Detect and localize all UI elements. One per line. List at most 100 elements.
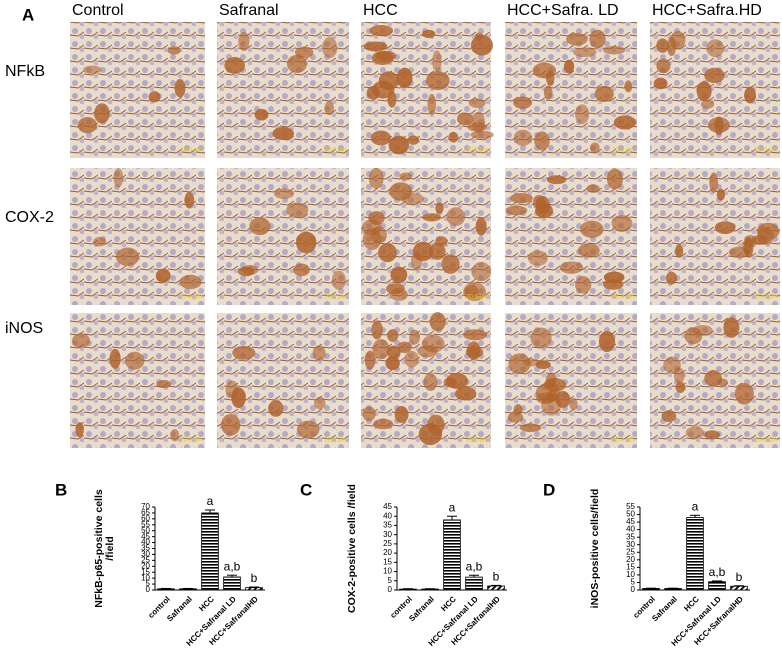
- stained-cell: [673, 367, 685, 384]
- stained-cell: [454, 386, 477, 401]
- y-tick-label: 15: [626, 562, 635, 571]
- scale-bar-label: 20.0 μm: [324, 295, 346, 301]
- stained-cell: [580, 220, 604, 238]
- stained-cell: [606, 168, 623, 190]
- significance-label: a: [692, 499, 699, 513]
- stained-cell: [378, 71, 399, 91]
- stained-cell: [425, 71, 450, 91]
- stained-cell: [364, 350, 376, 370]
- y-tick-label: 15: [383, 557, 392, 566]
- y-tick-label: 5: [388, 576, 393, 585]
- stained-cell: [387, 329, 399, 342]
- stained-cell: [577, 243, 600, 258]
- y-tick-label: 5: [146, 579, 151, 588]
- stained-cell: [744, 86, 756, 104]
- bar: [686, 517, 704, 591]
- stained-cell: [696, 81, 712, 101]
- y-axis-label: /field: [104, 536, 116, 561]
- y-tick-label: 30: [626, 540, 635, 549]
- y-tick-label: 25: [141, 555, 150, 564]
- stained-cell: [389, 182, 413, 201]
- row-label: NFkB: [5, 63, 45, 80]
- stained-cell: [363, 41, 388, 52]
- y-tick-label: 50: [141, 526, 150, 535]
- stained-cell: [148, 91, 161, 103]
- scale-bar-label: 20.0 μm: [612, 148, 634, 154]
- y-tick-label: 40: [383, 511, 392, 520]
- column-label: Safranal: [219, 2, 279, 19]
- stained-cell: [155, 268, 171, 283]
- stained-cell: [513, 129, 533, 146]
- y-tick-label: 40: [626, 525, 635, 534]
- stained-cell: [575, 276, 592, 294]
- stained-cell: [704, 430, 720, 440]
- stained-cell: [589, 29, 606, 49]
- stained-cell: [417, 345, 439, 358]
- stained-cell: [390, 266, 408, 283]
- stained-cell: [412, 241, 434, 262]
- stained-cell: [109, 348, 121, 369]
- stained-cell: [474, 32, 484, 41]
- y-tick-label: 30: [141, 550, 150, 559]
- stained-cell: [115, 247, 140, 267]
- bar: [223, 576, 241, 591]
- scale-bar-label: 20.0 μm: [324, 148, 346, 154]
- significance-label: a,b: [466, 559, 483, 573]
- stained-cell: [509, 192, 533, 204]
- stained-cell: [448, 131, 459, 143]
- stained-cell: [397, 341, 412, 353]
- y-tick-label: 10: [141, 573, 150, 582]
- stained-cell: [653, 77, 668, 90]
- stained-cell: [394, 405, 409, 423]
- stained-cell: [611, 215, 633, 232]
- stained-cell: [443, 377, 457, 388]
- stained-cell: [409, 329, 421, 345]
- stained-cell: [656, 38, 669, 53]
- bar: [421, 588, 439, 591]
- scale-bar-label: 20.0 μm: [180, 438, 202, 444]
- stained-cell: [709, 172, 719, 193]
- scale-bar-label: 20.0 μm: [755, 148, 777, 154]
- stained-cell: [543, 85, 553, 100]
- y-tick-label: 25: [383, 539, 392, 548]
- y-tick-label: 20: [383, 548, 392, 557]
- stained-cell: [446, 207, 466, 227]
- stained-cell: [429, 243, 446, 260]
- stained-cell: [435, 236, 448, 247]
- stained-cell: [566, 32, 588, 46]
- y-tick-label: 0: [146, 585, 151, 594]
- bar: [664, 588, 682, 591]
- significance-label: b: [736, 570, 743, 584]
- stained-cell: [427, 93, 437, 115]
- stained-cell: [238, 32, 250, 51]
- stained-cell: [170, 428, 180, 442]
- stained-cell: [598, 330, 616, 353]
- y-tick-label: 70: [141, 502, 150, 511]
- stained-cell: [324, 100, 335, 116]
- stained-cell: [372, 338, 390, 360]
- stained-cell: [113, 168, 124, 188]
- panel-label: A: [22, 5, 34, 24]
- stained-cell: [589, 142, 600, 154]
- stained-cell: [124, 351, 145, 370]
- stained-cell: [546, 175, 567, 185]
- stained-cell: [423, 373, 438, 391]
- stained-cell: [286, 54, 307, 73]
- stained-cell: [603, 271, 625, 283]
- stained-cell: [505, 205, 528, 216]
- y-tick-label: 45: [141, 532, 150, 541]
- stained-cell: [77, 116, 98, 134]
- bar: [642, 588, 660, 591]
- y-tick-label: 45: [626, 517, 635, 526]
- stained-cell: [241, 264, 259, 275]
- stained-cell: [569, 397, 578, 411]
- stained-cell: [470, 35, 493, 56]
- stained-cell: [221, 413, 241, 436]
- y-tick-label: 30: [383, 530, 392, 539]
- stained-cell: [422, 213, 442, 222]
- stained-cell: [368, 167, 384, 189]
- significance-label: b: [251, 571, 258, 585]
- stained-cell: [386, 283, 405, 295]
- y-axis-label: iNOS-positive cells/field: [589, 489, 601, 609]
- stained-cell: [429, 312, 446, 332]
